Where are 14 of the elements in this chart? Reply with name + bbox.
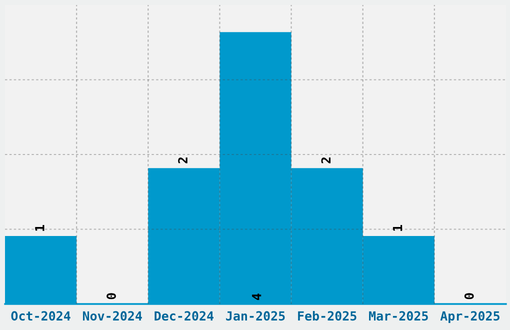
data-label: 0 (464, 293, 474, 300)
x-tick-label: Nov-2024 (82, 311, 142, 321)
data-label: 1 (35, 225, 44, 231)
data-label: 0 (106, 293, 116, 300)
x-tick-label: Feb-2025 (298, 310, 356, 321)
data-label: 4 (252, 294, 262, 300)
x-tick-label: Oct-2024 (11, 311, 70, 321)
x-tick-label: Jan-2025 (226, 311, 285, 321)
data-label: 2 (178, 158, 188, 164)
data-label: 2 (321, 158, 331, 164)
data-label: 1 (392, 225, 402, 231)
x-tick-label: Apr-2025 (440, 311, 500, 324)
x-tick-label: Mar-2025 (369, 311, 428, 321)
x-tick-label: Dec-2024 (154, 311, 214, 321)
